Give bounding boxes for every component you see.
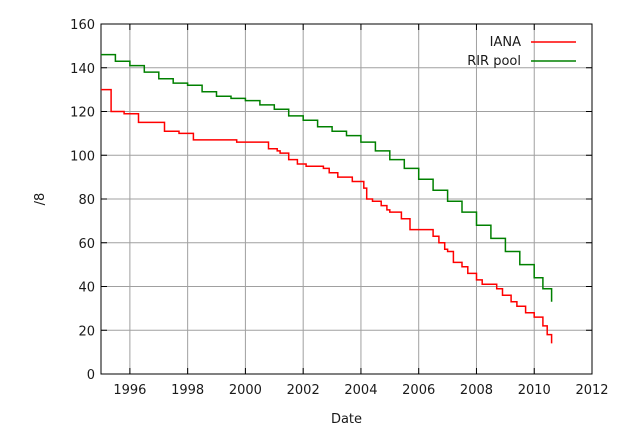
y-tick-label: 140: [70, 62, 95, 77]
y-tick-label: 100: [70, 149, 95, 164]
y-tick-label: 0: [87, 368, 95, 383]
x-axis-label: Date: [331, 412, 362, 427]
legend: IANA RIR pool: [467, 35, 576, 69]
x-tick-label: 2010: [518, 383, 551, 398]
legend-label-rir-pool: RIR pool: [467, 54, 521, 69]
series-line-iana: [101, 88, 553, 344]
x-tick-label: 2004: [344, 383, 377, 398]
y-tick-label: 80: [78, 193, 95, 208]
y-tick-label: 40: [78, 281, 95, 296]
series-line-rir-pool: [101, 53, 553, 302]
x-tick-label: 1998: [171, 383, 204, 398]
x-tick-label: 2008: [460, 383, 493, 398]
x-tick-label: 2006: [402, 383, 435, 398]
y-axis-label: /8: [33, 193, 48, 206]
y-tick-label: 160: [70, 18, 95, 33]
x-tick-label: 1996: [113, 383, 146, 398]
series-lines: [101, 53, 553, 344]
grid: [101, 24, 592, 374]
y-tick-label: 20: [78, 324, 95, 339]
y-tick-label: 60: [78, 237, 95, 252]
y-tick-label: 120: [70, 106, 95, 121]
x-tick-label: 2000: [229, 383, 262, 398]
x-tick-label: 2002: [287, 383, 320, 398]
legend-label-iana: IANA: [490, 35, 521, 50]
x-tick-label: 2012: [575, 383, 608, 398]
ticks: 1996 1998 2000 2002 2004 2006 2008 2010 2012 0 20 4…: [70, 18, 608, 398]
